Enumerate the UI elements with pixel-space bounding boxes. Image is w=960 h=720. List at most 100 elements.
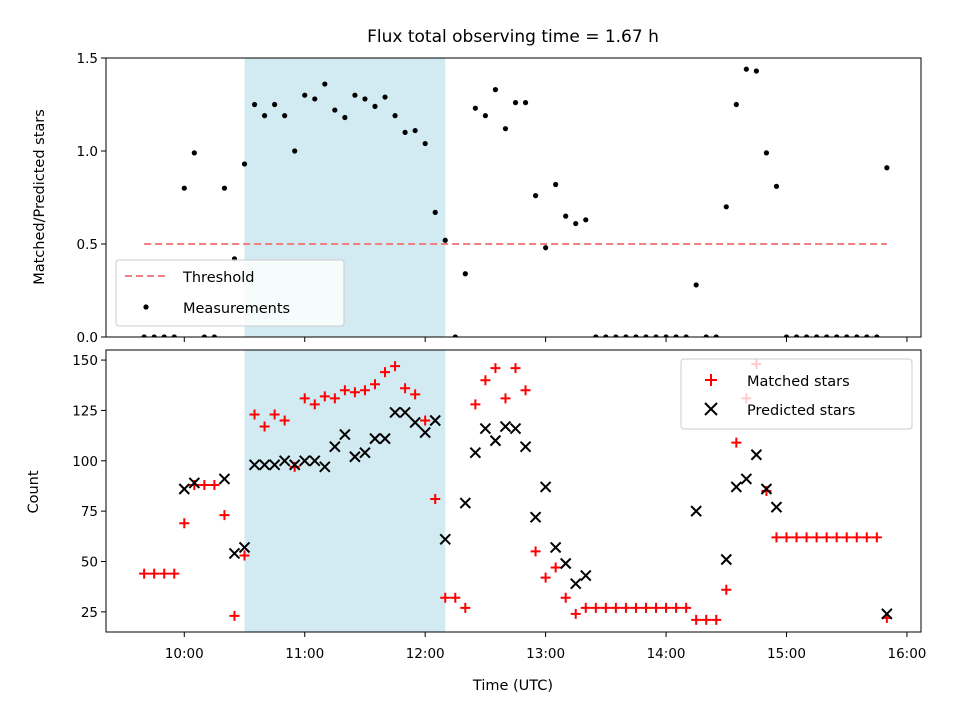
matched-star-point: [550, 562, 561, 573]
matched-star-point: [209, 479, 220, 490]
predicted-star-point: [359, 447, 371, 459]
measurement-point: [673, 334, 679, 337]
matched-star-point: [640, 602, 651, 613]
measurement-point: [171, 334, 177, 337]
measurement-point: [352, 92, 358, 98]
predicted-star-point: [389, 406, 401, 419]
measurement-point: [161, 334, 167, 337]
matched-star-point: [560, 592, 571, 603]
matched-star-point: [771, 532, 782, 543]
measurement-point: [653, 334, 659, 337]
predicted-star-point: [760, 483, 773, 495]
matched-star-point: [841, 532, 852, 543]
matched-star-point: [149, 568, 160, 579]
y-tick-label: 150: [72, 353, 98, 369]
matched-star-point: [249, 409, 260, 420]
measurement-point: [633, 334, 639, 337]
predicted-star-point: [539, 481, 552, 493]
measurement-point: [884, 165, 890, 171]
predicted-star-point: [479, 422, 492, 435]
matched-star-point: [229, 610, 240, 621]
predicted-star-point: [740, 473, 753, 485]
predicted-star-point: [439, 533, 451, 546]
matched-star-point: [490, 363, 501, 374]
x-axis-label: Time (UTC): [472, 678, 553, 694]
measurement-point: [623, 334, 629, 337]
measurement-point: [703, 334, 709, 337]
predicted-star-point: [570, 577, 582, 590]
matched-star-point: [369, 379, 380, 390]
measurement-point: [773, 183, 780, 189]
measurement-point: [191, 150, 197, 156]
predicted-star-point: [228, 547, 241, 560]
measurement-point: [663, 334, 669, 337]
measurement-point: [282, 113, 288, 119]
x-tick-label: 16:00: [887, 646, 926, 662]
predicted-star-point: [730, 481, 743, 493]
matched-star-point: [691, 614, 702, 625]
legend-predicted-swatch: [704, 402, 718, 416]
matched-star-point: [480, 375, 491, 386]
legend-predicted-label: Predicted stars: [747, 403, 855, 419]
predicted-star-point: [288, 459, 301, 471]
measurement-point: [512, 100, 519, 106]
measurement-point: [392, 113, 398, 119]
matched-star-point: [520, 385, 531, 396]
measurement-point: [312, 96, 318, 102]
measurement-point: [603, 334, 609, 337]
measurement-point: [221, 185, 228, 191]
axes-frame: [105, 349, 922, 633]
matched-star-point: [620, 602, 631, 613]
y-tick-label: 75: [81, 504, 98, 520]
predicted-star-point: [409, 416, 421, 429]
matched-star-point: [721, 584, 732, 595]
measurement-point: [723, 204, 729, 210]
measurement-point: [573, 220, 579, 227]
predicted-star-point: [549, 541, 562, 554]
measurement-point: [693, 282, 699, 288]
legend-matched-label: Matched stars: [747, 374, 850, 390]
matched-star-point: [329, 393, 340, 404]
predicted-star-point: [580, 569, 592, 582]
measurement-point: [522, 100, 529, 106]
measurement-point: [141, 334, 147, 337]
matched-star-point: [610, 602, 621, 613]
predicted-star-point: [238, 541, 251, 554]
matched-star-point: [630, 602, 641, 613]
count-panel: 25 50 75 100 125 150 10:00 11:00 12:00 13:00 14:00…: [72, 349, 926, 662]
y-tick-label: 25: [81, 605, 98, 621]
legend-threshold-label: Threshold: [182, 270, 254, 286]
measurement-point: [261, 113, 268, 119]
matched-star-point: [279, 415, 290, 426]
predicted-star-point: [529, 511, 542, 523]
bottom-y-axis-label: Count: [26, 470, 42, 513]
measurement-point: [412, 127, 418, 134]
matched-star-point: [349, 387, 360, 398]
matched-star-point: [460, 602, 471, 613]
y-tick-label: 1.5: [77, 51, 98, 67]
matched-star-point: [299, 393, 310, 404]
measurement-point: [854, 334, 860, 337]
measurement-point: [372, 103, 378, 109]
ratio-panel: 0.0 0.5 1.0 1.5 Threshold Measurements: [77, 51, 922, 346]
predicted-star-point: [369, 432, 381, 445]
matched-star-point: [661, 602, 672, 613]
measurement-point: [502, 126, 509, 132]
predicted-star-point: [399, 406, 411, 419]
predicted-star-point: [519, 440, 532, 453]
predicted-star-point: [319, 461, 331, 473]
matched-star-point: [159, 568, 170, 579]
matched-star-point: [861, 532, 872, 543]
matched-star-point: [681, 602, 692, 613]
legend-measurements-label: Measurements: [183, 301, 290, 317]
predicted-star-point: [299, 455, 311, 467]
predicted-star-point: [489, 434, 502, 447]
matched-star-point: [871, 532, 882, 543]
matched-star-point: [319, 391, 330, 402]
predicted-star-point: [499, 420, 512, 433]
predicted-star-point: [720, 553, 732, 566]
measurement-point: [583, 217, 589, 223]
axes-frame: [105, 57, 922, 338]
predicted-star-point: [770, 501, 783, 513]
predicted-star-point: [750, 449, 763, 461]
